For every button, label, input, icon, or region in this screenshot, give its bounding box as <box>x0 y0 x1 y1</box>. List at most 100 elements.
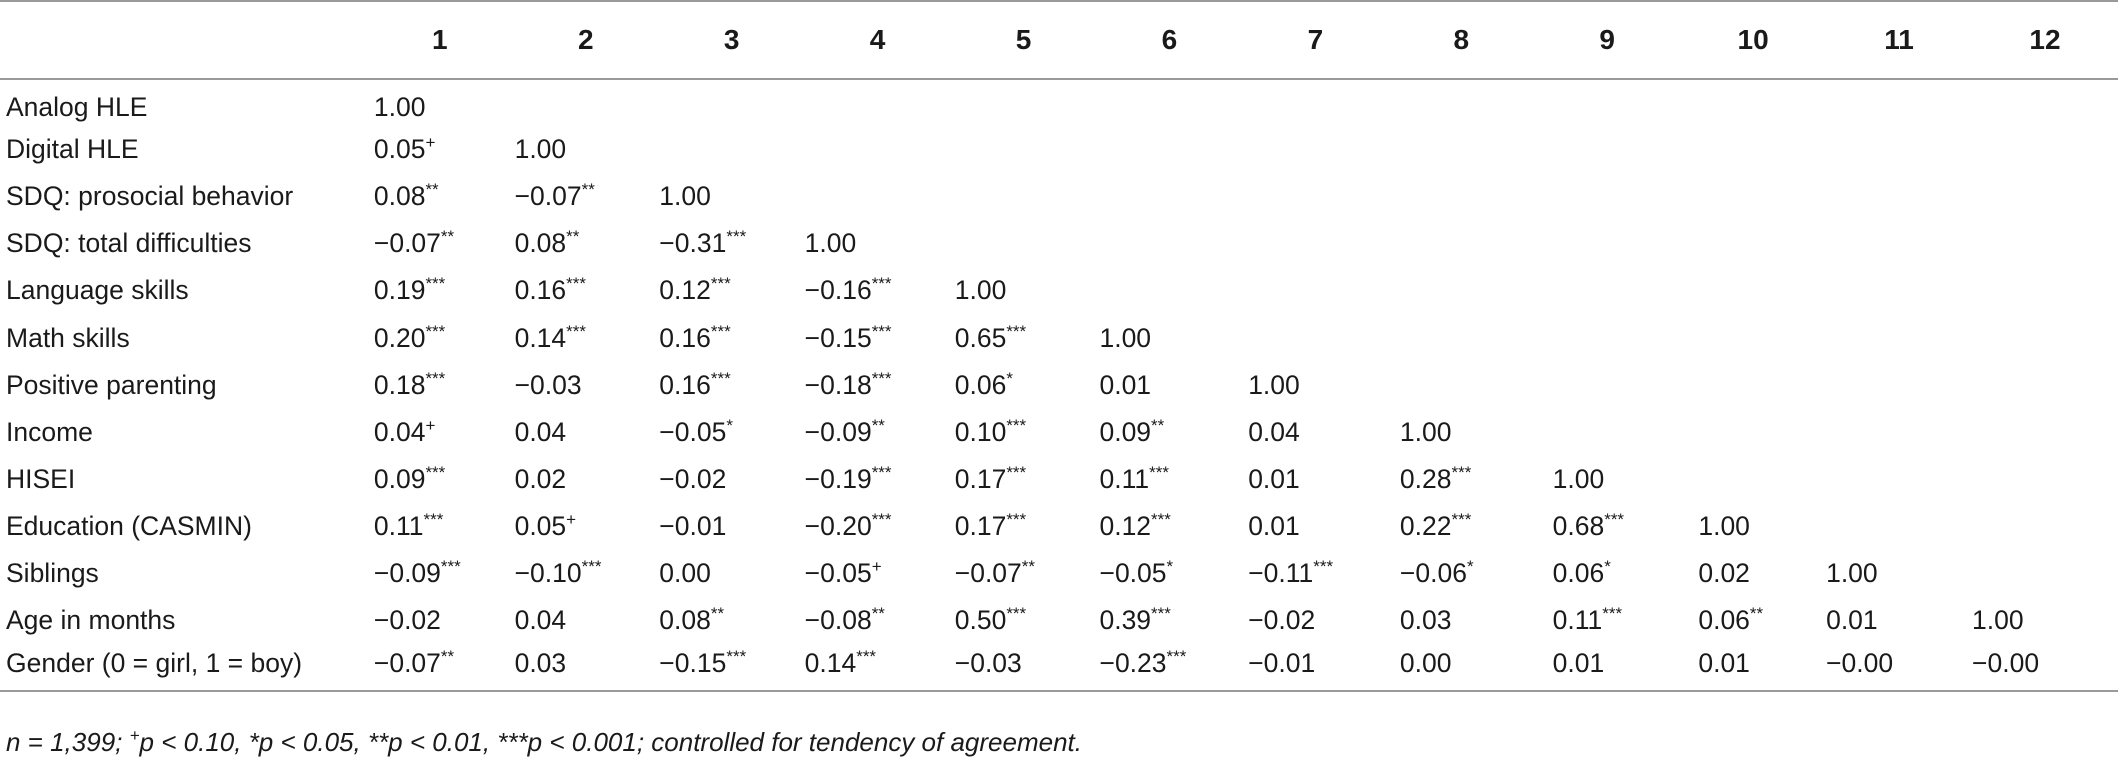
column-header-8: 8 <box>1388 0 1535 80</box>
significance-marker: ** <box>871 604 885 624</box>
table-cell: 0.06* <box>951 362 1097 409</box>
column-header-11: 11 <box>1826 0 1972 80</box>
table-row: Education (CASMIN) 0.11*** 0.05+ −0.01 −0.20… <box>0 503 2118 550</box>
table-cell: 0.06* <box>1534 550 1680 597</box>
cell-value: 0.17 <box>954 510 1007 541</box>
cell-value: 0.00 <box>659 557 711 588</box>
table-row: Digital HLE 0.05+ 1.00 <box>0 126 2118 173</box>
table-cell: 0.17*** <box>951 503 1097 550</box>
row-label: SDQ: prosocial behavior <box>6 181 294 212</box>
table-cell <box>1972 362 2118 409</box>
row-label: Education (CASMIN) <box>6 510 252 541</box>
table-cell: −0.06* <box>1388 550 1534 597</box>
table-cell: −0.03 <box>950 644 1097 693</box>
cell-value: −0.05 <box>804 557 872 588</box>
column-header-7: 7 <box>1242 0 1389 80</box>
cell-value: 0.01 <box>1698 647 1750 678</box>
significance-marker: ** <box>581 180 595 200</box>
table-cell: 1.00 <box>1388 409 1534 456</box>
table-row: Age in months −0.02 0.04 0.08** −0.08** 0.50*… <box>0 597 2118 644</box>
cell-value: −0.07 <box>954 557 1022 588</box>
significance-marker: *** <box>1451 462 1472 482</box>
table-cell: −0.20*** <box>805 503 951 550</box>
significance-marker: ** <box>440 646 455 666</box>
table-cell: 0.18*** <box>367 362 513 409</box>
table-cell <box>1242 314 1388 361</box>
table-cell: 0.39*** <box>1096 597 1242 644</box>
cell-value: 0.17 <box>954 463 1007 494</box>
cell-value: 0.05 <box>514 510 567 541</box>
cell-value: 0.16 <box>514 275 567 306</box>
significance-marker: * <box>726 415 733 435</box>
cell-value: 0.14 <box>804 647 857 678</box>
correlation-table: 1 2 3 4 5 6 7 8 9 10 11 12 Analog HLE 1.00 Digital HL… <box>0 0 2118 693</box>
cell-value: −0.07 <box>373 228 441 259</box>
table-cell <box>1972 126 2118 173</box>
table-cell <box>1388 314 1534 361</box>
table-cell: 0.09*** <box>367 456 513 503</box>
table-row: Positive parenting 0.18*** −0.03 0.16*** −0.… <box>0 362 2118 409</box>
column-header-1: 1 <box>366 0 513 80</box>
cell-value: 0.00 <box>1399 647 1452 678</box>
cell-value: 0.01 <box>1248 463 1300 494</box>
cell-value: −0.00 <box>1826 647 1894 678</box>
table-cell <box>1680 456 1826 503</box>
cell-value: 0.06 <box>1552 557 1605 588</box>
cell-value: 0.11 <box>1099 463 1150 494</box>
table-row: Math skills 0.20*** 0.14*** 0.16*** −0.15***… <box>0 314 2118 361</box>
table-cell: 0.01 <box>1242 456 1388 503</box>
row-label: SDQ: total difficulties <box>6 228 252 259</box>
significance-marker: *** <box>1151 604 1171 624</box>
table-cell: 0.05+ <box>513 503 659 550</box>
cell-value: −0.16 <box>804 275 872 306</box>
significance-marker: *** <box>425 462 446 482</box>
cell-value: 0.02 <box>514 463 567 494</box>
table-cell <box>1826 503 1972 550</box>
table-cell: 1.00 <box>951 267 1097 314</box>
significance-marker: *** <box>871 462 892 482</box>
significance-marker: *** <box>1602 604 1623 624</box>
cell-value: −0.11 <box>1248 557 1314 588</box>
table-row: SDQ: total difficulties −0.07** 0.08** −0.3… <box>0 220 2118 267</box>
table-cell: −0.31*** <box>659 220 805 267</box>
cell-value: 0.20 <box>373 322 426 353</box>
significance-marker: *** <box>1166 646 1187 666</box>
table-cell: 0.06** <box>1680 597 1826 644</box>
table-cell: 1.00 <box>1096 314 1242 361</box>
table-cell: 0.16*** <box>659 362 805 409</box>
table-cell <box>1534 220 1680 267</box>
cell-value: −0.01 <box>659 510 727 541</box>
table-cell <box>1972 79 2118 126</box>
significance-marker: * <box>1166 556 1174 576</box>
significance-marker: *** <box>726 646 747 666</box>
significance-marker: *** <box>1149 462 1169 482</box>
table-cell <box>1242 267 1388 314</box>
significance-marker: *** <box>1006 462 1027 482</box>
table-cell: 0.19*** <box>367 267 513 314</box>
table-cell: 0.03 <box>512 644 659 693</box>
table-cell: 0.09** <box>1096 409 1242 456</box>
cell-value: −0.03 <box>514 369 582 400</box>
table-cell <box>1680 126 1826 173</box>
table-footnote: n = 1,399; +p < 0.10, *p < 0.05, **p < 0… <box>6 727 1082 758</box>
table-cell <box>1680 409 1826 456</box>
cell-value: 0.11 <box>1552 605 1603 636</box>
significance-marker: + <box>566 509 577 529</box>
table-cell <box>805 79 951 126</box>
table-cell: 0.00 <box>659 550 805 597</box>
cell-value: −0.07 <box>514 181 582 212</box>
table-cell: 0.01 <box>1680 644 1827 693</box>
table-cell <box>951 79 1097 126</box>
table-cell: 0.08** <box>659 597 805 644</box>
table-cell <box>659 126 805 173</box>
table-cell: 0.12*** <box>1096 503 1242 550</box>
table-cell <box>1826 314 1972 361</box>
table-cell <box>1388 362 1534 409</box>
table-cell: 0.01 <box>1096 362 1242 409</box>
significance-marker: * <box>1604 556 1611 576</box>
cell-value: 1.00 <box>1099 322 1152 353</box>
table-cell <box>1534 173 1680 220</box>
table-cell: −0.09*** <box>367 550 513 597</box>
significance-marker: *** <box>871 274 892 294</box>
cell-value: −0.03 <box>954 647 1022 678</box>
